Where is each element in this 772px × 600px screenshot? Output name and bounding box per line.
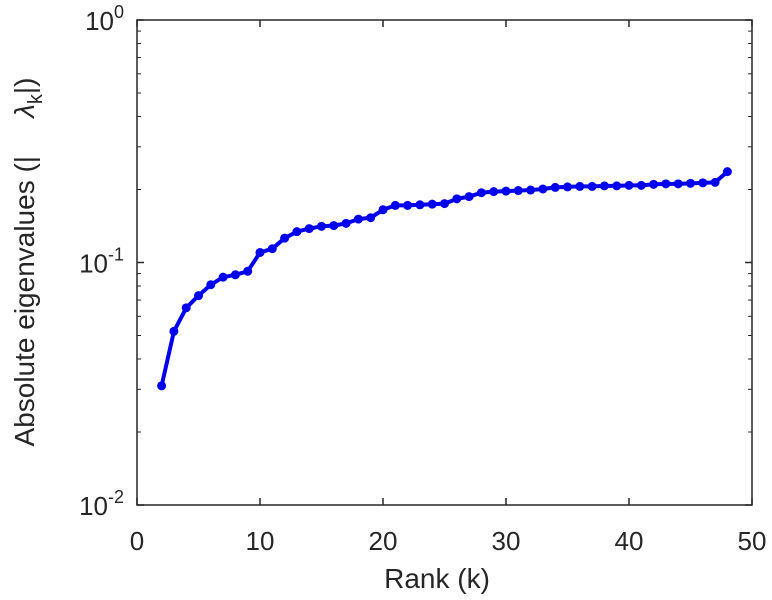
data-point xyxy=(230,270,240,280)
data-point xyxy=(157,381,167,391)
data-point xyxy=(415,200,425,210)
data-point xyxy=(698,178,708,188)
data-point xyxy=(673,179,683,189)
data-point xyxy=(599,181,609,191)
data-point xyxy=(353,214,363,224)
y-axis-title-subscript: k xyxy=(25,93,47,104)
data-point xyxy=(304,224,314,234)
data-point xyxy=(366,213,376,223)
data-point xyxy=(513,186,523,196)
data-point xyxy=(292,227,302,237)
data-point xyxy=(710,177,720,187)
x-tick-label: 50 xyxy=(738,526,767,556)
data-point xyxy=(243,266,253,276)
data-point xyxy=(686,178,695,188)
data-point xyxy=(267,244,277,254)
data-point xyxy=(649,179,659,189)
plot-area xyxy=(136,19,753,506)
data-point xyxy=(317,221,326,231)
y-axis-title-text: Absolute eigenvalues (| xyxy=(9,156,40,447)
data-point xyxy=(722,167,732,177)
x-axis-ticks: 0 10 20 30 40 50 xyxy=(130,20,767,556)
data-point xyxy=(378,205,388,215)
data-point xyxy=(181,303,191,313)
data-point xyxy=(476,188,486,198)
data-point xyxy=(169,326,179,336)
y-axis-title-close: |) xyxy=(9,78,40,95)
data-point xyxy=(329,221,339,231)
x-tick-label: 10 xyxy=(246,526,275,556)
y-tick-label: 10-2 xyxy=(79,487,124,521)
data-point xyxy=(206,280,216,290)
data-point xyxy=(501,186,511,196)
y-axis-ticks: 100 10-1 10-2 xyxy=(79,2,752,521)
x-tick-label: 30 xyxy=(492,526,521,556)
data-point xyxy=(612,181,622,191)
data-point xyxy=(624,180,634,190)
y-axis-title-lambda: λ xyxy=(9,104,40,120)
y-tick-label: 10-1 xyxy=(79,245,124,279)
y-tick-label: 100 xyxy=(85,2,124,36)
data-point xyxy=(464,192,474,202)
data-point xyxy=(575,181,585,191)
data-point xyxy=(440,199,449,209)
data-point xyxy=(218,272,228,282)
data-point xyxy=(194,291,203,301)
x-tick-label: 20 xyxy=(369,526,398,556)
data-point xyxy=(538,184,548,194)
data-point xyxy=(489,187,499,197)
data-point xyxy=(280,233,290,243)
x-tick-label: 0 xyxy=(130,526,144,556)
data-point xyxy=(636,180,646,190)
data-point xyxy=(427,199,437,209)
data-point xyxy=(661,179,671,189)
data-point xyxy=(587,181,597,191)
data-point xyxy=(452,194,462,204)
x-tick-label: 40 xyxy=(615,526,644,556)
data-point xyxy=(341,218,351,228)
data-point xyxy=(526,185,536,195)
svg-text:Absolute eigenvalues (|λk|): Absolute eigenvalues (| λk|) xyxy=(9,78,47,447)
data-point xyxy=(403,200,413,210)
data-point xyxy=(390,200,400,210)
series-group xyxy=(157,167,732,391)
x-axis-title: Rank (k) xyxy=(384,563,490,594)
data-point xyxy=(255,247,265,257)
data-point xyxy=(563,182,572,192)
y-axis-title: Absolute eigenvalues (| λk|) xyxy=(9,78,47,447)
data-point xyxy=(550,182,560,192)
